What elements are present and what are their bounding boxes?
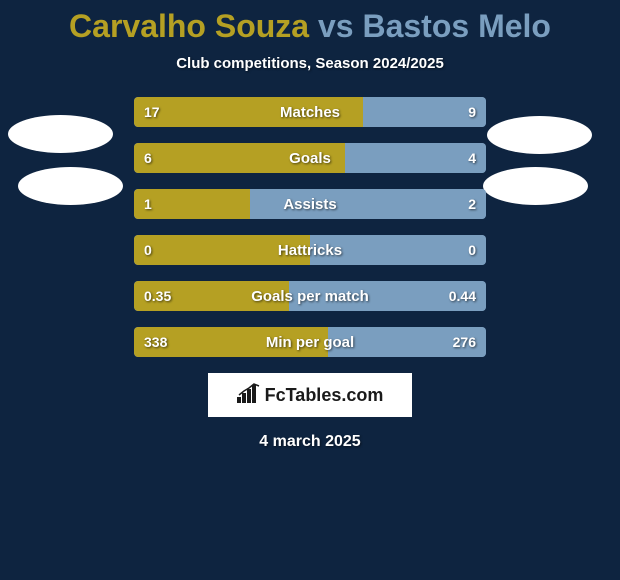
logo-text: FcTables.com [265,385,384,406]
stat-label: Assists [134,189,486,219]
stat-label: Goals per match [134,281,486,311]
stat-row-3: 00Hattricks [134,235,486,265]
stat-row-4: 0.350.44Goals per match [134,281,486,311]
avatar-left-1 [18,167,123,205]
date: 4 march 2025 [0,433,620,451]
player1-name: Carvalho Souza [69,8,309,44]
stat-row-2: 12Assists [134,189,486,219]
avatar-right-1 [483,167,588,205]
stat-row-1: 64Goals [134,143,486,173]
vs-text: vs [318,8,354,44]
avatar-right-0 [487,116,592,154]
stat-row-5: 338276Min per goal [134,327,486,357]
stat-label: Hattricks [134,235,486,265]
stat-label: Matches [134,97,486,127]
avatar-left-0 [8,115,113,153]
stat-label: Goals [134,143,486,173]
logo-box[interactable]: FcTables.com [208,373,412,417]
comparison-title: Carvalho Souza vs Bastos Melo [0,0,620,45]
chart-area: 179Matches 64Goals 12Assists 00Hattricks 0.3… [0,97,620,357]
bars-icon [237,383,261,408]
player2-name: Bastos Melo [362,8,550,44]
stat-label: Min per goal [134,327,486,357]
stat-row-0: 179Matches [134,97,486,127]
subtitle: Club competitions, Season 2024/2025 [0,55,620,72]
